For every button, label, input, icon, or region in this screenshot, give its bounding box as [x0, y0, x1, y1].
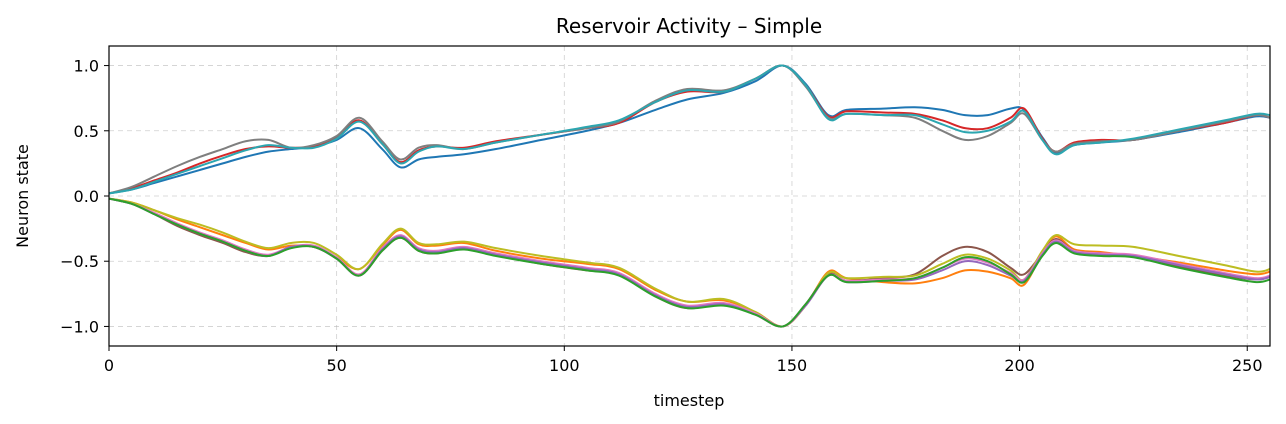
series-line-7 [109, 197, 1270, 328]
x-tick-label: 100 [549, 356, 580, 375]
y-tick-label: −1.0 [60, 317, 99, 336]
x-tick-label: 150 [777, 356, 808, 375]
y-axis: −1.0 −0.5 0.0 0.5 1.0 [60, 57, 109, 336]
x-tick-label: 50 [326, 356, 346, 375]
chart-title: Reservoir Activity – Simple [556, 14, 822, 38]
x-tick-label: 200 [1004, 356, 1035, 375]
y-tick-label: −0.5 [60, 252, 99, 271]
series-line-4 [109, 64, 1270, 195]
x-axis: 0 50 100 150 200 250 [104, 346, 1263, 375]
y-axis-title: Neuron state [13, 144, 32, 248]
series-layer [109, 64, 1270, 328]
grid-layer [108, 46, 1270, 346]
series-line-3 [109, 64, 1270, 195]
x-tick-label: 0 [104, 356, 114, 375]
x-axis-title: timestep [654, 391, 725, 410]
y-tick-label: 0.5 [74, 122, 99, 141]
y-tick-label: 1.0 [74, 57, 99, 76]
y-tick-label: 0.0 [74, 187, 99, 206]
x-tick-label: 250 [1232, 356, 1263, 375]
series-line-10 [109, 197, 1270, 328]
